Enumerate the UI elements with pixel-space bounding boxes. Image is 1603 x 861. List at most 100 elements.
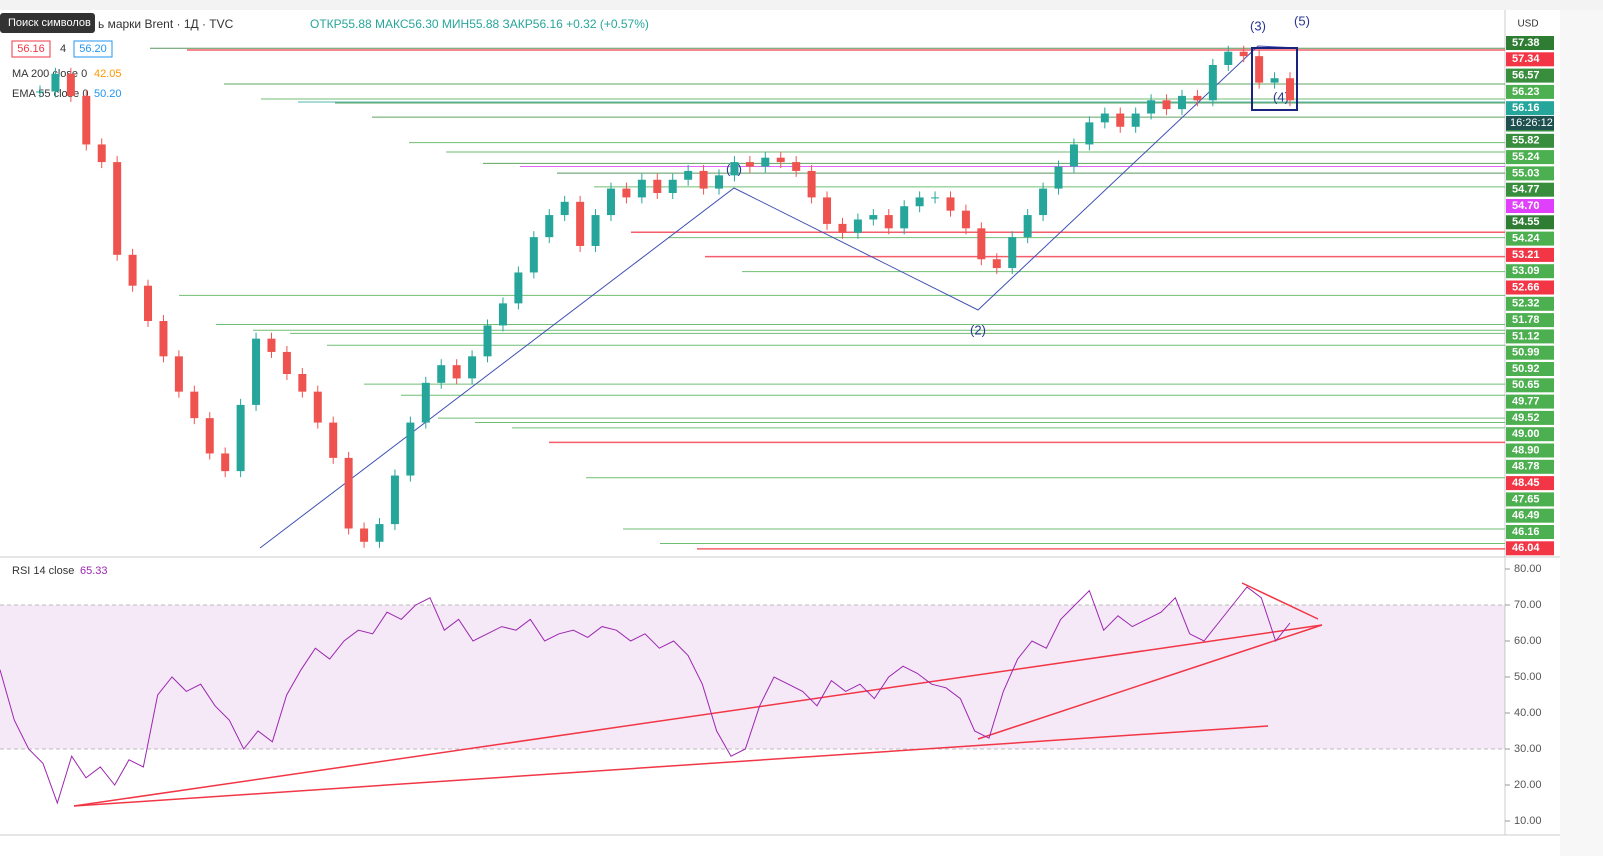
price-label-bg: [1506, 215, 1554, 230]
candle: [1147, 100, 1156, 114]
price-box-text[interactable]: 56.16: [17, 43, 45, 55]
price-label: 57.34: [1512, 53, 1540, 65]
candle: [1054, 166, 1063, 189]
price-label-bg: [1506, 296, 1554, 311]
candle: [1023, 215, 1032, 238]
price-label-bg: [1506, 199, 1554, 213]
candle: [514, 272, 523, 304]
candle: [946, 197, 955, 211]
candle: [267, 338, 276, 352]
candle: [1069, 144, 1078, 167]
candle: [915, 197, 924, 207]
candle: [1100, 113, 1109, 123]
price-label-bg: [1506, 133, 1554, 148]
price-label-bg: [1506, 264, 1554, 279]
candle: [298, 374, 307, 392]
rsi-tick-label: 60.00: [1514, 635, 1542, 647]
timer-bg: [1506, 116, 1554, 130]
candle: [745, 162, 754, 167]
price-label-bg: [1506, 182, 1554, 197]
price-label-bg: [1506, 508, 1554, 523]
price-label-bg: [1506, 476, 1554, 491]
price-label-bg: [1506, 394, 1554, 409]
price-label: 50.65: [1512, 379, 1540, 391]
price-label-bg: [1506, 362, 1554, 376]
candle: [684, 170, 693, 180]
price-label: 48.78: [1512, 461, 1540, 473]
candle: [1239, 51, 1248, 57]
rsi-tick-label: 80.00: [1514, 563, 1542, 575]
price-label-bg: [1506, 84, 1554, 99]
candle: [761, 157, 770, 167]
ema-value: 50.20: [94, 88, 122, 100]
candle: [1286, 78, 1294, 101]
candle: [977, 228, 986, 260]
price-label: 49.77: [1512, 396, 1540, 408]
price-label: 48.45: [1512, 477, 1540, 489]
candle: [128, 254, 137, 286]
candle: [637, 179, 646, 198]
rsi-band: [0, 605, 1505, 749]
price-label: 54.70: [1512, 200, 1540, 212]
candle: [622, 188, 631, 198]
candle: [51, 73, 60, 92]
ema-name: EMA 55 close 0: [12, 88, 88, 100]
candle: [113, 162, 122, 255]
candle: [205, 418, 214, 454]
candle: [375, 524, 384, 542]
candle: [344, 457, 353, 529]
currency: USD: [1517, 19, 1538, 30]
price-label: 55.03: [1512, 167, 1540, 179]
price-label-bg: [1506, 443, 1554, 458]
price-label: 51.78: [1512, 314, 1540, 326]
price-label-bg: [1506, 313, 1554, 328]
wave-line: [259, 45, 1299, 549]
wave-box: [1251, 47, 1298, 111]
candle: [144, 285, 153, 322]
price-label-bg: [1506, 231, 1554, 246]
price-label: 57.38: [1512, 37, 1540, 49]
price-label: 53.09: [1512, 265, 1540, 277]
candle: [82, 95, 91, 145]
price-label: 54.77: [1512, 184, 1540, 196]
price-label: 56.16: [1512, 102, 1540, 114]
candle: [313, 391, 322, 423]
candle: [282, 351, 291, 374]
candle: [483, 325, 492, 357]
price-label-bg: [1506, 36, 1554, 50]
price-label-bg: [1506, 427, 1554, 442]
rsi-name: RSI 14 close: [12, 565, 74, 577]
price-label-bg: [1506, 378, 1554, 393]
price-label-bg: [1506, 52, 1554, 67]
rsi-trendline: [1241, 582, 1319, 620]
price-label-bg: [1506, 410, 1554, 425]
candle: [1131, 113, 1140, 127]
candle: [807, 170, 816, 198]
rsi-tick-label: 10.00: [1514, 815, 1542, 827]
rsi-value: 65.33: [80, 565, 108, 577]
price-label-bg: [1506, 329, 1554, 344]
price-label: 46.16: [1512, 526, 1540, 538]
price-box2-text[interactable]: 56.20: [79, 43, 107, 55]
price-label-bg: [1506, 459, 1554, 474]
ma-name: MA 200 close 0: [12, 68, 87, 80]
price-label: 56.57: [1512, 70, 1540, 82]
rsi-trendline: [977, 624, 1323, 740]
candle: [823, 197, 832, 224]
candle: [560, 201, 569, 216]
candle: [529, 237, 538, 273]
right-toolbar: [1560, 10, 1603, 856]
price-label: 55.24: [1512, 151, 1540, 163]
price-box2: [73, 40, 113, 58]
price-label: 50.99: [1512, 347, 1540, 359]
candle: [591, 215, 600, 246]
candle: [66, 73, 75, 96]
rsi-trendline: [73, 725, 1269, 807]
candle: [545, 215, 554, 238]
toolbar: [0, 0, 1603, 10]
price-label: 56.23: [1512, 86, 1540, 98]
candle: [653, 179, 662, 193]
wave-label: (4): [1273, 89, 1289, 104]
candle: [360, 528, 369, 542]
